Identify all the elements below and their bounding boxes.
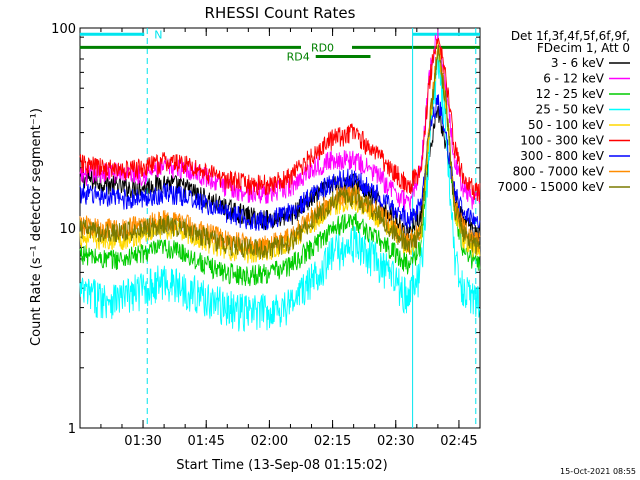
x-tick-label: 02:15 — [314, 434, 351, 449]
legend-label: 7000 - 15000 keV — [497, 180, 604, 194]
legend-label: 300 - 800 keV — [520, 149, 604, 163]
series-line — [79, 94, 481, 231]
legend-header-line-2: FDecim 1, Att 0 — [537, 41, 630, 55]
legend-label: 25 - 50 keV — [536, 103, 605, 117]
timestamp: 15-Oct-2021 08:55 — [560, 467, 636, 476]
y-tick-label: 100 — [51, 22, 76, 37]
legend-label: 12 - 25 keV — [536, 87, 605, 101]
x-tick-label: 02:45 — [440, 434, 477, 449]
chart-title: RHESSI Count Rates — [205, 4, 356, 22]
rd4-label: RD4 — [287, 51, 310, 64]
plot-area: 1 10 100 01:30 01:45 02:00 02:15 02:30 02:45 N RD0… — [51, 22, 481, 449]
x-tick-label: 02:30 — [377, 434, 414, 449]
legend-label: 3 - 6 keV — [551, 56, 605, 70]
series-line — [79, 48, 481, 287]
series-line — [79, 44, 481, 260]
y-tick-label: 1 — [68, 422, 76, 437]
rd0-label: RD0 — [311, 41, 334, 54]
x-tick-label: 01:45 — [187, 434, 224, 449]
x-tick-label: 02:00 — [251, 434, 288, 449]
x-axis-label: Start Time (13-Sep-08 01:15:02) — [176, 458, 387, 473]
x-tick-label: 01:30 — [124, 434, 161, 449]
legend-label: 6 - 12 keV — [543, 72, 605, 86]
legend-label: 100 - 300 keV — [520, 134, 604, 148]
series-line — [79, 105, 481, 244]
y-axis-label: Count Rate (s⁻¹ detector segment⁻¹) — [29, 108, 44, 346]
legend-header-line-1: Det 1f,3f,4f,5f,6f,9f, — [511, 29, 630, 43]
series-line — [79, 37, 481, 202]
n-label: N — [154, 28, 162, 41]
y-tick-label: 10 — [59, 222, 76, 237]
legend-label: 50 - 100 keV — [528, 118, 605, 132]
legend-label: 800 - 7000 keV — [513, 165, 605, 179]
series-line — [79, 44, 481, 332]
